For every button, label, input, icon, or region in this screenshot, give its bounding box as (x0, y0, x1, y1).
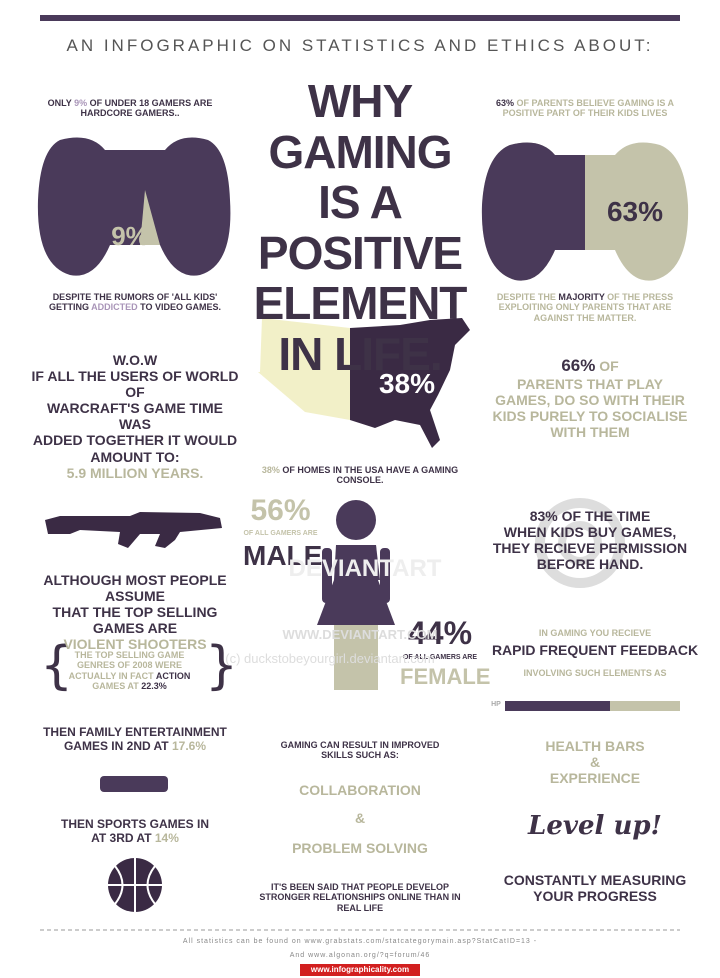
female-pct: 44% (407, 615, 473, 651)
top-bar (40, 15, 680, 21)
progress-items: HEALTH BARS & EXPERIENCE (545, 738, 645, 787)
title: WHY GAMING IS A POSITIVE ELEMENT IN LIFE. (253, 75, 468, 380)
female-label: FEMALE (400, 664, 491, 689)
controller (37, 137, 231, 276)
person-legs (334, 625, 378, 690)
source-link: www.infographicality.com (310, 965, 410, 974)
controller-slice (140, 190, 160, 245)
watermark: (c) duckstobeyourgirl.deviantart.com (225, 651, 435, 666)
target-ring (535, 498, 625, 588)
stat-text: 63% OF PARENTS BELIEVE GAMING IS A POSIT… (495, 98, 675, 119)
family-text: THEN FAMILY ENTERTAINMENT GAMES IN 2ND A… (43, 725, 227, 753)
skill: COLLABORATION (299, 782, 421, 798)
caption: DESPITE THE MAJORITY OF THE PRESS EXPLOI… (496, 292, 674, 323)
watermark: WWW.DEVIANTART.COM (282, 627, 438, 642)
skill: & (354, 810, 366, 826)
action-text: THE TOP SELLING GAME GENRES OF 2008 WERE… (68, 650, 191, 692)
watermark: DEVIANTART (288, 555, 442, 582)
person-arm (322, 548, 332, 603)
person-head (336, 500, 376, 540)
stat-label: 9% (111, 221, 149, 251)
brace: { (40, 636, 73, 696)
brace: } (205, 636, 238, 696)
person-dress (317, 580, 395, 625)
feedback-sub: INVOLVING SUCH ELEMENTS AS (523, 668, 667, 678)
feedback-intro: IN GAMING YOU RECIEVE (538, 628, 652, 638)
target-ring (558, 521, 602, 565)
remote-icon (100, 776, 168, 792)
shooters-text: ALTHOUGH MOST PEOPLE ASSUME THAT THE TOP … (43, 572, 227, 653)
skill: PROBLEM SOLVING (292, 840, 428, 856)
footer-text: And www.algonan.org/?q=forum/46 (289, 952, 431, 959)
stat-text: ONLY 9% OF UNDER 18 GAMERS ARE HARDCORE … (47, 98, 213, 119)
controller-fill (481, 142, 585, 281)
person-body (334, 545, 378, 580)
male-label: MALE (243, 540, 323, 571)
footer-text: All statistics can be found on www.grabs… (182, 938, 538, 945)
stat-label: 38% (378, 368, 436, 399)
male-pct: 56% (250, 494, 311, 527)
level-up: Level up! (528, 811, 662, 841)
map-east (350, 318, 470, 448)
wow-text: W.O.W IF ALL THE USERS OF WORLD OF WARCRAF… (31, 352, 239, 481)
permission-text: 83% OF THE TIME WHEN KIDS BUY GAMES, THEY … (492, 508, 688, 573)
sports-text: THEN SPORTS GAMES IN AT 3RD AT 14% (60, 817, 209, 845)
hp-label: HP (491, 701, 501, 708)
hp-bar-fill (505, 701, 610, 711)
feedback-title: RAPID FREQUENT FEEDBACK (491, 642, 699, 658)
source-box (300, 964, 420, 976)
female-sub: OF ALL GAMERS ARE (402, 654, 478, 661)
skills-intro: GAMING CAN RESULT IN IMPROVED SKILLS SUC… (280, 740, 440, 761)
gun-icon (45, 512, 222, 548)
caption: DESPITE THE RUMORS OF 'ALL KIDS' GETTING… (48, 292, 222, 313)
kicker: AN INFOGRAPHIC ON STATISTICS AND ETHICS … (66, 36, 654, 55)
male-sub: OF ALL GAMERS ARE (243, 530, 318, 537)
basketball-lines (108, 858, 162, 912)
caption: 38% OF HOMES IN THE USA HAVE A GAMING CO… (261, 465, 459, 486)
map-southwest (258, 372, 352, 420)
person-arm (380, 548, 390, 603)
progress-caption: CONSTANTLY MEASURING YOUR PROGRESS (503, 872, 687, 905)
online-text: IT'S BEEN SAID THAT PEOPLE DEVELOP STRON… (259, 882, 461, 913)
socialise-text: 66% OF PARENTS THAT PLAY GAMES, DO SO WITH… (492, 356, 688, 440)
map-west (260, 318, 352, 372)
stat-label: 63% (606, 196, 664, 227)
